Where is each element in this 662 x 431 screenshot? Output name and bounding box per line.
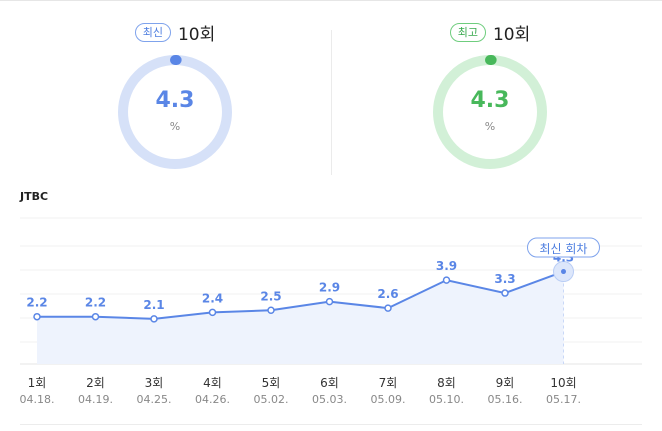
data-label: 3.9 (436, 259, 457, 273)
data-label: 2.6 (377, 287, 398, 301)
x-date-label: 05.10. (429, 393, 464, 406)
data-label: 2.2 (26, 296, 47, 310)
latest-donut-chart (118, 55, 232, 169)
latest-episode: 10회 (177, 25, 216, 45)
best-donut-arc (433, 55, 547, 169)
series-line (37, 270, 564, 320)
data-label: 2.2 (85, 296, 106, 310)
x-tick-label: 8회 (437, 376, 456, 390)
latest-rating-unit: % (169, 120, 181, 133)
x-date-label: 04.26. (195, 393, 230, 406)
data-point (501, 289, 509, 297)
chart-title: JTBC (20, 190, 49, 203)
latest-donut: 4.3 % (113, 50, 237, 174)
data-point (267, 306, 275, 314)
latest-episode-tag-label: 최신 회차 (540, 242, 588, 256)
top-border (0, 0, 662, 1)
x-date-label: 04.25. (137, 393, 172, 406)
x-date-label: 05.03. (312, 393, 347, 406)
data-point (33, 312, 41, 321)
x-tick-label: 2회 (86, 376, 105, 390)
data-point (91, 312, 100, 321)
data-label: 3.3 (494, 272, 515, 286)
x-tick-label: 1회 (28, 376, 47, 390)
best-header: 최고 10회 (340, 20, 640, 45)
x-tick-label: 10회 (550, 376, 576, 390)
x-date-label: 04.19. (78, 393, 113, 406)
x-date-label: 04.18. (20, 393, 55, 406)
latest-badge: 최신 (134, 23, 171, 42)
bottom-border (20, 424, 642, 425)
data-point (561, 269, 566, 275)
best-donut-chart (433, 55, 547, 169)
data-point (150, 315, 158, 323)
latest-header: 최신 10회 (25, 20, 325, 45)
x-date-label: 05.16. (488, 393, 523, 406)
x-tick-label: 3회 (145, 376, 164, 390)
x-tick-label: 4회 (203, 376, 222, 390)
data-point (208, 308, 217, 317)
best-badge: 최고 (449, 23, 486, 42)
data-label: 2.5 (260, 289, 281, 303)
best-episode: 10회 (492, 25, 531, 45)
best-donut: 4.3 % (428, 50, 552, 174)
x-tick-label: 9회 (496, 376, 515, 390)
latest-rating-card: 최신 10회 4.3 % (25, 8, 325, 178)
x-date-label: 05.09. (371, 393, 406, 406)
best-rating-value: 4.3 (470, 88, 510, 113)
area-fill (37, 271, 564, 364)
x-tick-label: 7회 (379, 376, 398, 390)
x-date-label: 05.17. (546, 393, 581, 406)
x-tick-label: 6회 (320, 376, 339, 390)
x-date-label: 05.02. (254, 393, 289, 406)
data-label: 2.9 (319, 281, 340, 295)
latest-rating-value: 4.3 (155, 88, 195, 113)
data-point (384, 304, 392, 312)
data-label: 2.1 (143, 298, 164, 312)
data-label: 2.4 (202, 291, 223, 305)
latest-donut-arc (118, 55, 232, 169)
summary-divider (331, 30, 332, 175)
x-tick-label: 5회 (262, 376, 281, 390)
best-rating-card: 최고 10회 4.3 % (340, 8, 640, 178)
data-point (442, 276, 451, 284)
latest-episode-tag (527, 237, 600, 258)
best-rating-unit: % (484, 120, 496, 133)
data-point (325, 297, 334, 306)
rating-summary: 최신 10회 4.3 % 최고 10회 4.3 % (0, 8, 662, 178)
